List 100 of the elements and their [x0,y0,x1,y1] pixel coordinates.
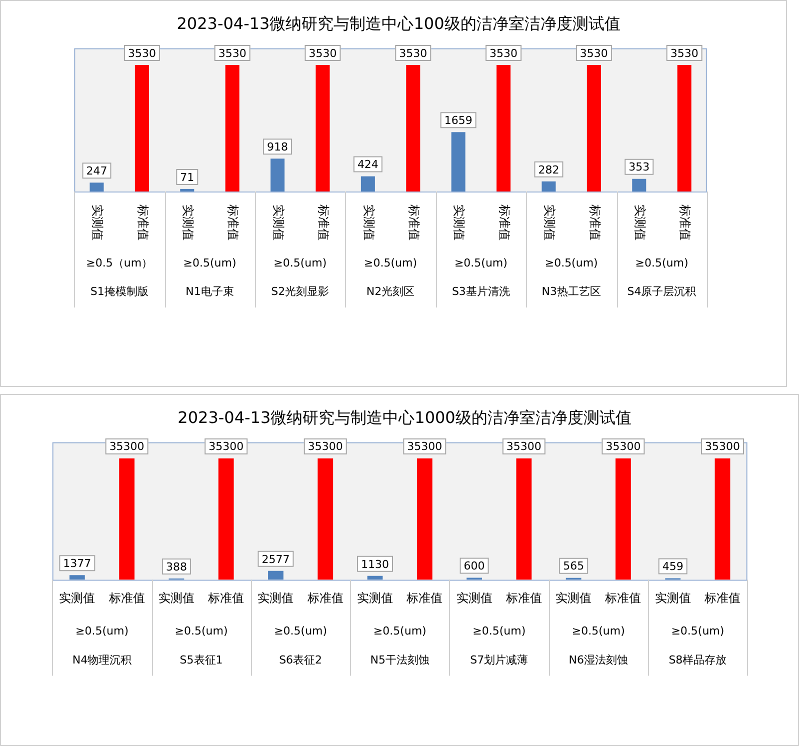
text: 实测值 [633,204,648,240]
bar [406,65,420,192]
data-label: 71 [180,170,194,184]
text: 实测值 [90,204,105,240]
bar [416,458,432,580]
bar [451,132,466,192]
bar [218,458,234,580]
data-label: 1377 [63,556,92,570]
data-label: 600 [464,560,485,573]
text: 标准值 [208,590,244,605]
data-label: 2577 [262,552,290,566]
chart-title: 2023-04-13微纳研究与制造中心100级的洁净室洁净度测试值 [176,14,620,33]
bar [677,65,692,192]
data-label: 247 [86,164,108,178]
data-label: 388 [166,560,187,574]
x-tick-label: S2光刻显影 [271,284,330,298]
text: 实测值 [258,590,294,605]
x-tick-label: S6表征2 [279,653,322,666]
x-tick-label: S3基片清洗 [452,284,510,298]
bar [180,188,194,192]
text: ≥0.5（um） [86,256,153,270]
data-label: 3530 [399,46,428,60]
text: 实测值 [362,204,376,240]
chart-title: 2023-04-13微纳研究与制造中心1000级的洁净室洁净度测试值 [178,408,632,427]
data-label: 35300 [705,440,740,454]
bar [318,458,334,580]
text: ≥0.5(um) [183,256,236,270]
text: 标准值 [678,204,692,240]
text: 标准值 [704,590,740,605]
text: 标准值 [226,204,240,240]
x-tick-label: S7划片减薄 [470,653,528,666]
text: ≥0.5(um) [76,624,128,638]
bar [225,65,240,192]
text: ≥0.5(um) [544,256,598,270]
x-tick-label: N5干法刻蚀 [370,653,430,666]
text: ≥0.5(um) [373,624,426,638]
x-tick-label: S1掩模制版 [90,284,148,298]
text: 实测值 [556,590,592,605]
text: 标准值 [407,204,422,240]
series-label: 标准值 [406,590,443,605]
data-label: 3530 [308,46,337,60]
text: ≥0.5(um) [671,624,724,638]
text: ≥0.5(um) [174,624,228,638]
bar [270,158,285,192]
bar [542,181,556,192]
text: ≥0.5(um) [454,256,508,270]
bar [632,178,646,192]
data-label: 35300 [308,440,343,454]
data-label: 3530 [128,46,156,60]
text: 标准值 [307,590,344,605]
data-label: 459 [662,560,684,574]
x-tick-label: S5表征1 [180,653,223,666]
data-label: 424 [357,158,378,172]
data-label: 35300 [506,440,542,454]
bar [496,65,511,192]
text: ≥0.5(um) [572,624,625,638]
text: 实测值 [271,204,286,240]
x-tick-label: N2光刻区 [366,284,415,298]
data-label: 3530 [580,46,608,60]
text: ≥0.5(um) [274,624,328,638]
data-label: 565 [563,560,584,573]
data-label: 3530 [670,46,698,60]
text: 实测值 [654,590,691,605]
bar [316,65,330,192]
text: ≥0.5(um) [635,256,688,270]
bar [119,458,135,580]
data-label: 35300 [109,440,144,454]
text: 标准值 [136,204,150,240]
text: 实测值 [456,590,492,605]
text: 实测值 [542,204,557,240]
text: 实测值 [59,590,96,605]
text: 实测值 [181,204,196,240]
bar [360,176,375,192]
x-tick-label: S8样品存放 [668,653,727,666]
data-label: 282 [538,163,560,176]
bar [69,575,85,580]
x-tick-label: N1电子束 [186,284,234,298]
data-label: 1130 [361,558,390,571]
x-tick-label: N4物理沉积 [72,653,132,666]
bar [616,458,631,580]
text: 标准值 [506,590,542,605]
bar [516,458,532,580]
data-label: 35300 [208,440,244,454]
text: 标准值 [316,204,331,240]
text: 实测值 [357,590,394,605]
data-label: 918 [267,140,288,154]
text: ≥0.5(um) [364,256,418,270]
data-label: 3530 [490,46,518,60]
data-label: 353 [628,160,650,174]
x-tick-label: S4原子层沉积 [627,284,696,298]
data-label: 35300 [407,440,442,454]
series-label: 实测值 [158,590,194,605]
bar [90,182,104,192]
text: 标准值 [108,590,145,605]
text: 实测值 [452,204,466,240]
bar [714,458,730,580]
bar [134,65,149,192]
data-label: 3530 [218,46,246,60]
data-label: 1659 [444,114,472,127]
data-label: 35300 [606,440,641,454]
